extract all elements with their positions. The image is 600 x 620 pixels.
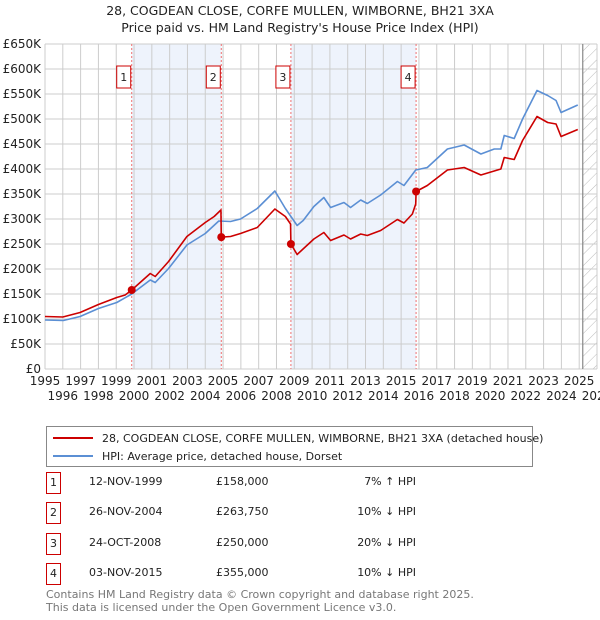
y-tick-label: £550K [3,87,43,101]
x-tick-label: 2019 [457,374,488,388]
y-tick-label: £250K [3,237,43,251]
x-tick-label: 2011 [315,374,346,388]
x-tick-label: 2010 [297,389,328,403]
legend-item-hpi: HPI: Average price, detached house, Dors… [53,448,342,464]
footer-copyright: Contains HM Land Registry data © Crown c… [46,588,474,601]
x-tick-label: 1995 [30,374,61,388]
red-line-swatch [53,437,93,439]
chart-title: 28, COGDEAN CLOSE, CORFE MULLEN, WIMBORN… [106,3,494,18]
x-tick-label: 2004 [190,389,221,403]
hpi-line [44,89,579,322]
sale-number-box [205,65,221,89]
x-tick-label: 2014 [368,389,399,403]
sale-number-box: 1 [46,472,61,494]
x-tick-label: 2020 [475,389,506,403]
sale-price: £158,000 [216,475,269,488]
x-tick-label: 2017 [421,374,452,388]
future-hatch [582,44,597,369]
x-tick-label: 1996 [48,389,79,403]
legend-label: 28, COGDEAN CLOSE, CORFE MULLEN, WIMBORN… [102,431,544,445]
sale-number-box [275,65,291,89]
x-tick-label: 2006 [226,389,257,403]
x-tick-label: 2023 [528,374,559,388]
x-tick-label: 2016 [404,389,435,403]
sale-date: 26-NOV-2004 [89,505,163,519]
x-tick-label: 2001 [137,374,168,388]
x-tick-label: 2026 [582,389,600,403]
sale-point [127,286,136,294]
chart-subtitle: Price paid vs. HM Land Registry's House … [121,20,479,35]
footer-licence: This data is licensed under the Open Gov… [46,601,397,614]
sale-number-box [400,65,416,89]
hpi-comparison: 7% ↑ HPI [364,475,416,488]
sale-period-shade [290,44,417,369]
x-tick-label: 2018 [439,389,470,403]
x-tick-label: 2009 [279,374,310,388]
sale-number-box: 2 [46,502,61,525]
sale-point [217,233,226,242]
x-tick-label: 2008 [261,389,292,403]
y-tick-label: £600K [3,62,43,76]
x-tick-label: 1997 [65,374,96,388]
sale-point [286,240,295,248]
y-tick-label: £300K [3,212,43,226]
x-tick-label: 2013 [350,374,381,388]
sale-price: £355,000 [216,565,269,579]
x-tick-label: 2012 [332,389,363,403]
y-tick-label: £100K [3,312,43,326]
y-tick-label: £650K [3,37,43,51]
sale-number-label: 4 [405,71,412,84]
sale-number-label: 3 [279,71,286,84]
x-tick-label: 2000 [119,389,150,403]
y-tick-label: £400K [3,162,43,176]
x-tick-label: 2002 [154,389,185,403]
x-tick-label: 2025 [564,374,595,388]
sale-number-label: 1 [120,71,127,84]
sale-number-box: 3 [46,532,61,555]
x-tick-label: 2024 [546,389,577,403]
legend-item-property: 28, COGDEAN CLOSE, CORFE MULLEN, WIMBORN… [53,430,543,446]
sale-period-shade [131,44,222,369]
sale-date: 03-NOV-2015 [89,565,163,579]
hpi-comparison: 20% ↓ HPI [357,535,416,549]
sale-price: £250,000 [216,535,269,549]
sale-price: £263,750 [216,505,269,519]
x-tick-label: 2015 [386,374,417,388]
x-tick-label: 2021 [493,374,524,388]
x-tick-label: 2007 [243,374,274,388]
x-tick-label: 2022 [511,389,542,403]
sale-number-label: 2 [210,71,217,84]
legend: 28, COGDEAN CLOSE, CORFE MULLEN, WIMBORN… [46,426,543,467]
y-tick-label: £200K [3,262,43,276]
x-tick-label: 2003 [172,374,203,388]
y-tick-label: £0 [26,362,41,376]
price-paid-line [44,115,579,318]
hpi-comparison: 10% ↓ HPI [357,565,416,579]
blue-line-swatch [53,455,93,457]
sale-date: 12-NOV-1999 [89,475,163,488]
hpi-comparison: 10% ↓ HPI [357,505,416,519]
y-tick-label: £50K [10,337,42,351]
sale-number-box: 4 [46,562,61,585]
y-tick-label: £150K [3,287,43,301]
legend-label: HPI: Average price, detached house, Dors… [102,449,343,463]
sale-date: 24-OCT-2008 [89,535,162,549]
y-tick-label: £500K [3,112,43,126]
sale-number-box [116,65,132,89]
price-chart: 1 2 3 4 199519961997199819992000200120022003… [3,37,600,403]
sale-point [412,187,421,196]
x-tick-label: 1998 [83,389,114,403]
x-tick-label: 2005 [208,374,239,388]
x-tick-label: 1999 [101,374,132,388]
y-tick-label: £450K [3,137,43,151]
y-tick-label: £350K [3,187,43,201]
